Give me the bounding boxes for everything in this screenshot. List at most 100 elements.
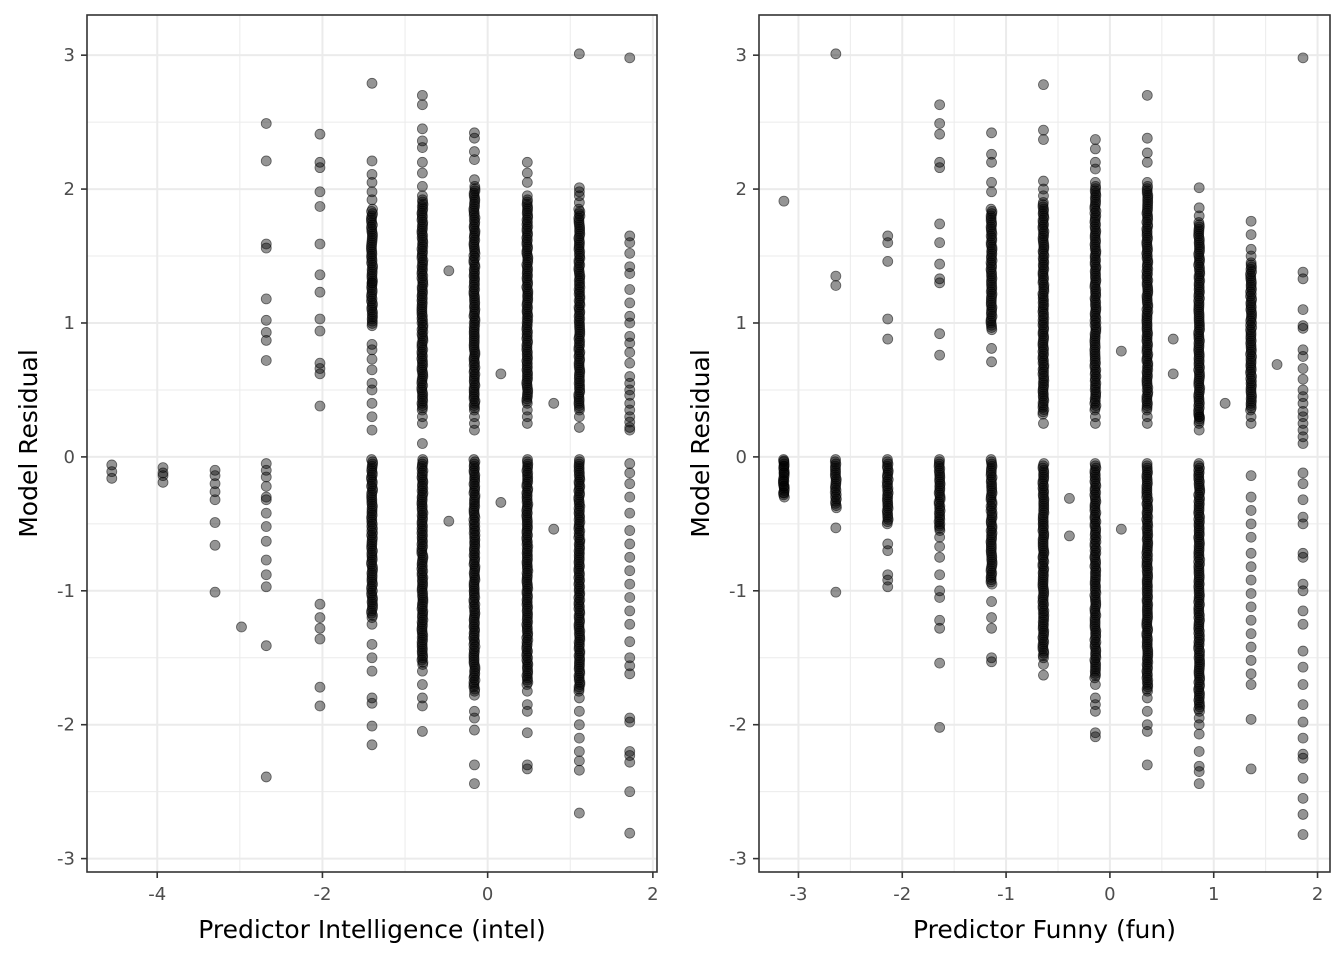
data-point [416, 123, 428, 135]
data-point [1297, 605, 1309, 617]
data-point [830, 270, 842, 282]
data-point [260, 326, 272, 338]
data-point [522, 194, 533, 206]
data-point [934, 128, 946, 140]
data-point [573, 807, 585, 819]
data-point [624, 467, 636, 479]
data-point [469, 759, 480, 771]
data-point [574, 454, 585, 465]
data-point [1245, 491, 1257, 503]
data-point [260, 238, 272, 250]
data-point [521, 156, 533, 168]
data-point [1141, 759, 1153, 771]
data-point [209, 486, 221, 498]
data-point [260, 554, 272, 566]
data-point [443, 265, 455, 277]
data-point [521, 763, 533, 775]
data-point [157, 467, 169, 479]
data-point [573, 746, 585, 757]
data-point [1141, 458, 1153, 469]
data-point [624, 284, 636, 295]
intel-x-axis-title: Predictor Intelligence (intel) [198, 915, 545, 944]
data-point [495, 368, 507, 380]
data-point [624, 237, 636, 249]
data-point [416, 190, 428, 202]
data-point [260, 491, 272, 503]
data-point [417, 194, 428, 206]
data-point [366, 168, 378, 180]
data-point [1297, 273, 1309, 285]
data-point [1089, 418, 1101, 429]
data-point [1038, 124, 1049, 136]
data-point [624, 538, 636, 550]
data-point [260, 569, 272, 581]
data-point [1245, 655, 1257, 666]
data-point [366, 424, 378, 436]
data-point [521, 418, 533, 429]
data-point [624, 247, 636, 259]
data-point [1297, 792, 1309, 804]
data-point [314, 286, 326, 298]
data-point [1089, 727, 1101, 739]
data-point [209, 517, 221, 528]
data-point [1193, 458, 1205, 469]
data-point [986, 156, 997, 168]
intel-panel: -4 -2 0 2 3 2 1 0 -1 -2 -3 Predictor Intelligence … [14, 14, 659, 944]
data-point [882, 545, 894, 557]
fun-points [777, 48, 1309, 840]
data-point [157, 476, 169, 488]
x-tick-label: -2 [893, 884, 911, 905]
data-point [934, 657, 946, 669]
data-point [314, 612, 326, 623]
data-point [260, 507, 272, 519]
data-point [260, 293, 272, 305]
data-point [260, 118, 272, 129]
data-point [521, 176, 533, 188]
data-point [985, 454, 997, 465]
data-point [522, 454, 533, 465]
data-point [1297, 397, 1309, 409]
data-point [986, 652, 997, 664]
data-point [573, 732, 585, 744]
data-point [934, 162, 946, 174]
data-point [624, 756, 636, 768]
data-point [1245, 547, 1257, 559]
data-point [624, 551, 636, 563]
data-point [934, 99, 946, 111]
data-point [416, 692, 428, 704]
data-point [624, 357, 636, 369]
data-point [366, 454, 377, 465]
data-point [366, 364, 378, 376]
data-point [1193, 766, 1205, 777]
data-point [624, 618, 636, 630]
data-point [1038, 134, 1049, 145]
data-point [1089, 134, 1101, 145]
data-point [416, 167, 428, 179]
data-point [934, 721, 946, 733]
data-point [416, 438, 428, 449]
data-point [314, 622, 326, 634]
data-point [469, 712, 480, 724]
data-point [260, 471, 272, 483]
data-point [624, 652, 636, 664]
data-point [624, 424, 636, 436]
data-point [1297, 320, 1309, 332]
data-point [934, 218, 946, 230]
intel-y-axis-title: Model Residual [14, 349, 43, 538]
data-point [1297, 732, 1309, 744]
data-point [314, 325, 326, 337]
data-point [1297, 551, 1309, 563]
data-point [260, 581, 272, 593]
data-point [314, 186, 326, 198]
data-point [986, 612, 997, 623]
data-point [1037, 197, 1049, 208]
data-point [1245, 518, 1257, 530]
data-point [366, 739, 378, 751]
data-point [1089, 143, 1101, 155]
data-point [934, 237, 946, 249]
data-point [1297, 373, 1309, 385]
data-point [882, 313, 894, 325]
data-point [260, 480, 272, 492]
data-point [934, 541, 946, 553]
data-point [624, 786, 636, 798]
